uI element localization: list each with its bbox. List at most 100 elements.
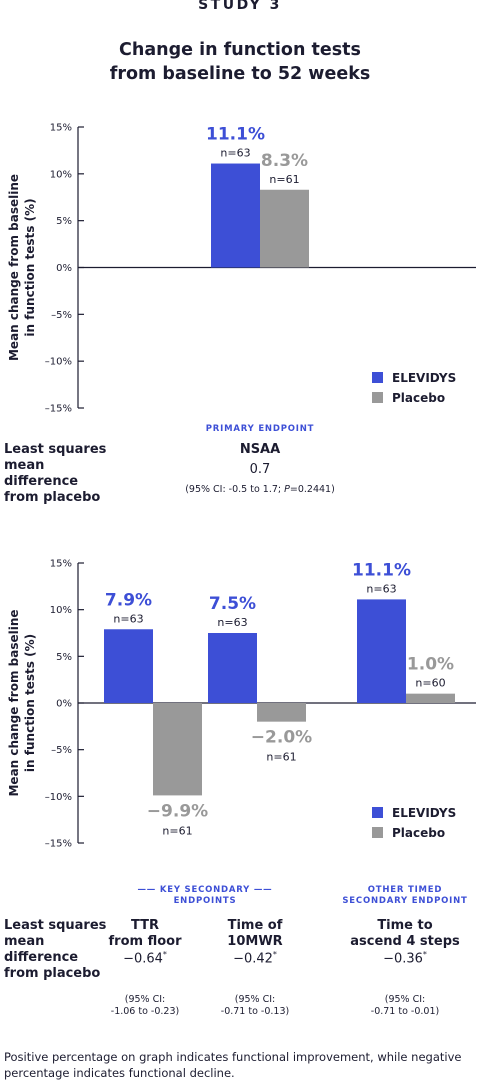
test-name: Time to: [377, 918, 433, 933]
test-name: ascend 4 steps: [350, 934, 460, 949]
ep-line: ENDPOINTS: [173, 896, 237, 906]
y-axis-title: Mean change from baseline in function tes…: [7, 609, 37, 796]
primary-endpoint-label: PRIMARY ENDPOINT: [205, 424, 315, 434]
lsm-line: difference: [4, 950, 79, 965]
study-eyebrow: STUDY 3: [198, 0, 282, 13]
test-value-nsaa: 0.7: [249, 462, 271, 477]
test-name: 10MWR: [227, 934, 283, 949]
data-label-value: 7.5%: [209, 594, 256, 614]
legend-label: ELEVIDYS: [392, 371, 456, 385]
bar-placebo: [257, 703, 306, 722]
y-tick-label: –5%: [51, 310, 72, 321]
test-value: −0.36: [383, 951, 423, 967]
lsm-label-secondary: Least squares mean difference from place…: [4, 918, 124, 982]
ci-text: (95% CI: -0.5 to 1.7;: [185, 484, 285, 495]
test-ascend: Time to ascend 4 steps −0.36* (95% CI: -0…: [335, 918, 475, 1018]
test-name: Time of: [227, 918, 283, 933]
asterisk: *: [272, 950, 277, 959]
ci-line: (95% CI:: [384, 994, 426, 1006]
bar-elevidys: [211, 163, 260, 268]
data-label-value: 1.0%: [407, 655, 454, 675]
ci-line: -1.06 to -0.23): [110, 1006, 180, 1018]
data-label-value: 11.1%: [352, 560, 411, 580]
bar-placebo: [406, 693, 455, 703]
y-tick-label: –15%: [45, 839, 72, 850]
lsm-label-primary: Least squares mean difference from place…: [4, 442, 124, 506]
ci-line: -0.71 to -0.01): [370, 1006, 440, 1018]
y-tick-label: –15%: [45, 404, 72, 415]
y-axis-title-line: in function tests (%): [23, 634, 37, 772]
test-value: −0.42: [233, 951, 273, 967]
legend-swatch-elevidys: [372, 807, 383, 818]
data-label-n: n=61: [269, 173, 299, 186]
test-value: −0.64: [123, 951, 163, 967]
legend-swatch-elevidys: [372, 372, 383, 383]
y-tick-label: –10%: [45, 792, 72, 803]
ep-line: OTHER TIMED: [367, 885, 443, 895]
legend-label: ELEVIDYS: [392, 806, 456, 820]
bar-elevidys: [104, 629, 153, 703]
ci-text: =0.2441): [289, 484, 335, 495]
bar-elevidys: [357, 599, 406, 703]
y-tick-label: 5%: [56, 652, 72, 663]
legend-swatch-placebo: [372, 392, 383, 403]
ep-line: —— KEY SECONDARY ——: [137, 885, 273, 895]
lsm-line: Least squares: [4, 442, 107, 457]
data-label-n: n=63: [220, 147, 250, 160]
asterisk: *: [422, 950, 427, 959]
title-line-1: Change in function tests: [119, 40, 361, 60]
data-label-n: n=63: [217, 616, 247, 629]
ci-line: (95% CI:: [234, 994, 276, 1006]
data-label-value: 8.3%: [261, 151, 308, 171]
y-tick-label: 15%: [50, 559, 72, 570]
y-axis-title-line: Mean change from baseline: [7, 609, 21, 796]
y-axis-title-line: in function tests (%): [23, 198, 37, 336]
bar-placebo: [260, 189, 309, 268]
legend-label: Placebo: [392, 391, 445, 405]
lsm-line: from placebo: [4, 966, 101, 981]
test-10mwr: Time of 10MWR −0.42* (95% CI: -0.71 to -0…: [200, 918, 310, 1018]
ci-p: P: [284, 484, 290, 495]
data-label-n: n=61: [266, 751, 296, 764]
data-label-value: 7.9%: [105, 590, 152, 610]
legend-label: Placebo: [392, 826, 445, 840]
footnote: Positive percentage on graph indicates f…: [4, 1050, 462, 1080]
lsm-line: mean: [4, 934, 45, 949]
asterisk: *: [162, 950, 167, 959]
title-line-2: from baseline to 52 weeks: [109, 64, 371, 84]
chart-primary: 15% 10% 5% 0% –5% –10% –15% Mean change from ba…: [7, 123, 476, 415]
lsm-line: difference: [4, 474, 79, 489]
bar-placebo: [153, 703, 202, 796]
data-label-n: n=63: [113, 612, 143, 625]
legend-swatch-placebo: [372, 827, 383, 838]
data-label-value: −9.9%: [147, 801, 208, 821]
ci-line: (95% CI:: [124, 994, 166, 1006]
ep-line: SECONDARY ENDPOINT: [342, 896, 468, 906]
y-tick-label: 10%: [50, 605, 72, 616]
test-name-nsaa: NSAA: [239, 442, 281, 457]
ci-nsaa: (95% CI: -0.5 to 1.7; P=0.2441): [130, 484, 390, 496]
data-label-n: n=60: [415, 677, 445, 690]
test-name: TTR: [130, 918, 160, 933]
y-tick-label: 0%: [56, 699, 72, 710]
ci-line: -0.71 to -0.13): [220, 1006, 290, 1018]
data-label-value: 11.1%: [206, 125, 265, 145]
y-tick-label: –10%: [45, 357, 72, 368]
y-axis-title: Mean change from baseline in function tes…: [7, 174, 37, 361]
data-label-value: −2.0%: [251, 728, 312, 748]
y-axis-title-line: Mean change from baseline: [7, 174, 21, 361]
chart-secondary: 15% 10% 5% 0% –5% –10% –15% Mean change from ba…: [7, 559, 476, 850]
lsm-line: Least squares: [4, 918, 107, 933]
y-tick-label: 0%: [56, 263, 72, 274]
data-label-n: n=63: [366, 582, 396, 595]
page-title: Change in function tests from baseline t…: [0, 38, 480, 86]
key-secondary-label: —— KEY SECONDARY —— ENDPOINTS: [110, 885, 300, 907]
bar-elevidys: [208, 633, 257, 703]
y-tick-label: 5%: [56, 216, 72, 227]
y-tick-label: 15%: [50, 123, 72, 134]
data-label-n: n=61: [162, 824, 192, 837]
other-timed-label: OTHER TIMED SECONDARY ENDPOINT: [325, 885, 480, 907]
test-name: from floor: [108, 934, 182, 949]
y-tick-label: –5%: [51, 745, 72, 756]
y-tick-label: 10%: [50, 169, 72, 180]
